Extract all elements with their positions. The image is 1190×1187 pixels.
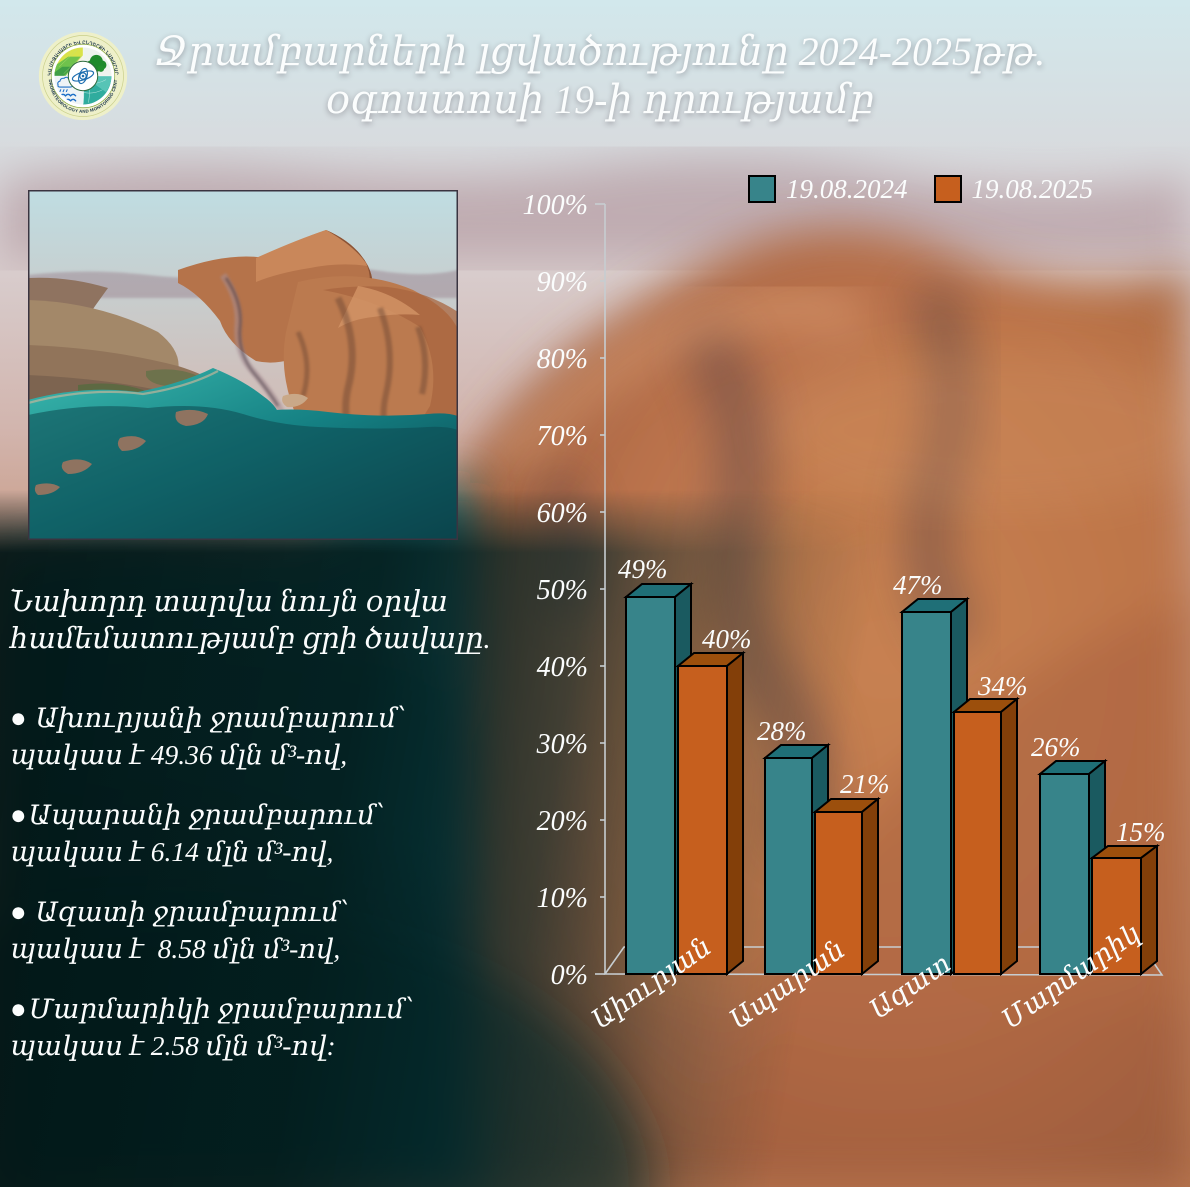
svg-text:30%: 30% <box>536 729 588 760</box>
svg-text:26%: 26% <box>1031 732 1081 762</box>
svg-text:21%: 21% <box>840 769 890 799</box>
svg-text:40%: 40% <box>702 624 752 654</box>
svg-text:34%: 34% <box>977 671 1028 701</box>
svg-text:40%: 40% <box>537 652 588 683</box>
svg-text:47%: 47% <box>893 570 943 600</box>
svg-text:10%: 10% <box>537 883 588 914</box>
svg-text:90%: 90% <box>537 267 588 298</box>
svg-text:50%: 50% <box>537 575 588 606</box>
svg-text:100%: 100% <box>523 190 588 221</box>
svg-text:20%: 20% <box>537 806 588 837</box>
svg-text:60%: 60% <box>537 498 588 529</box>
svg-text:70%: 70% <box>537 421 588 452</box>
svg-text:80%: 80% <box>537 344 588 375</box>
svg-text:0%: 0% <box>551 960 588 991</box>
svg-text:28%: 28% <box>757 716 807 746</box>
svg-text:49%: 49% <box>618 554 668 584</box>
svg-text:15%: 15% <box>1116 817 1166 847</box>
